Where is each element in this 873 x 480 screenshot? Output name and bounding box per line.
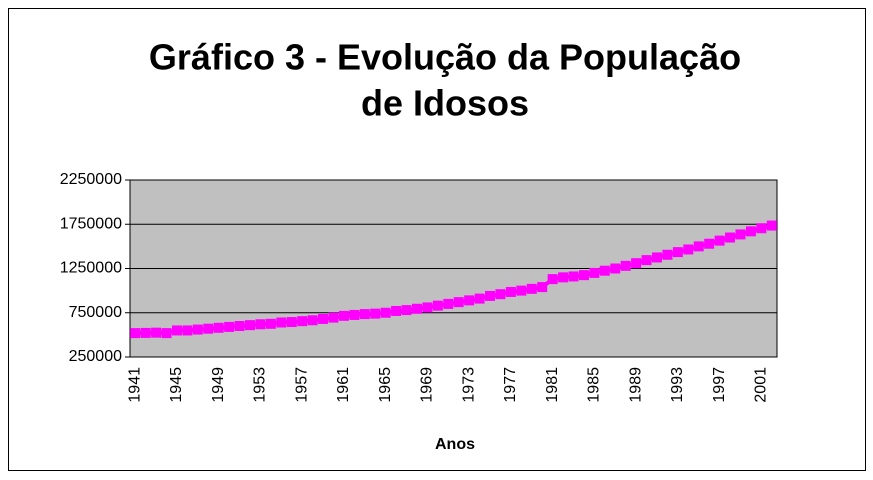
- marker: [213, 322, 224, 333]
- x-tick-label: 1973: [460, 367, 477, 403]
- marker: [370, 308, 381, 319]
- marker: [714, 235, 725, 246]
- marker: [453, 297, 464, 308]
- marker: [161, 328, 172, 339]
- marker: [286, 317, 297, 328]
- x-tick-label: 1961: [335, 367, 352, 403]
- x-axis-label: Anos: [435, 436, 475, 453]
- marker: [140, 327, 151, 338]
- x-tick-label: 1945: [168, 367, 185, 403]
- y-tick-label: 1250000: [60, 260, 122, 277]
- marker: [537, 282, 548, 293]
- marker: [224, 321, 235, 332]
- marker: [568, 271, 579, 282]
- marker: [547, 274, 558, 285]
- x-tick-label: 1953: [252, 367, 269, 403]
- marker: [735, 229, 746, 240]
- marker: [693, 241, 704, 252]
- marker: [171, 325, 182, 336]
- marker: [276, 317, 287, 328]
- marker: [182, 325, 193, 336]
- marker: [432, 300, 443, 311]
- marker: [485, 290, 496, 301]
- marker: [505, 286, 516, 297]
- marker: [255, 319, 266, 330]
- x-tick-label: 2001: [753, 367, 770, 403]
- marker: [620, 260, 631, 271]
- x-tick-label: 1941: [126, 367, 143, 403]
- marker: [610, 263, 621, 274]
- x-tick-label: 1993: [669, 367, 686, 403]
- marker: [558, 272, 569, 283]
- x-tick-label: 1965: [377, 367, 394, 403]
- y-tick-label: 250000: [69, 348, 122, 365]
- marker: [464, 295, 475, 306]
- marker: [401, 305, 412, 316]
- marker: [704, 238, 715, 249]
- marker: [151, 327, 162, 338]
- x-tick-label: 1989: [627, 367, 644, 403]
- marker: [245, 320, 256, 331]
- marker: [474, 293, 485, 304]
- marker: [526, 283, 537, 294]
- x-tick-label: 1957: [293, 367, 310, 403]
- marker: [349, 309, 360, 320]
- marker: [672, 247, 683, 258]
- x-tick-label: 1969: [419, 367, 436, 403]
- marker: [631, 258, 642, 269]
- marker: [495, 289, 506, 300]
- marker: [443, 298, 454, 309]
- y-tick-label: 2250000: [60, 171, 122, 188]
- marker: [745, 226, 756, 237]
- marker: [578, 270, 589, 281]
- marker: [297, 316, 308, 327]
- marker: [380, 307, 391, 318]
- marker: [265, 318, 276, 329]
- marker: [599, 265, 610, 276]
- marker: [359, 309, 370, 320]
- chart-title: de Idosos: [361, 83, 529, 124]
- y-tick-label: 1750000: [60, 215, 122, 232]
- x-tick-label: 1949: [210, 367, 227, 403]
- marker: [391, 305, 402, 316]
- marker: [192, 324, 203, 335]
- marker: [651, 252, 662, 263]
- marker: [234, 321, 245, 332]
- marker: [338, 310, 349, 321]
- marker: [411, 303, 422, 314]
- marker: [725, 232, 736, 243]
- marker: [328, 312, 339, 323]
- marker: [318, 313, 329, 324]
- marker: [516, 285, 527, 296]
- marker: [756, 223, 767, 234]
- marker: [766, 220, 777, 231]
- marker: [307, 315, 318, 326]
- marker: [641, 255, 652, 266]
- marker: [422, 302, 433, 313]
- x-tick-label: 1997: [711, 367, 728, 403]
- marker: [130, 328, 141, 339]
- plot-border: [129, 179, 778, 358]
- marker: [589, 267, 600, 278]
- y-tick-label: 750000: [69, 304, 122, 321]
- chart-title: Gráfico 3 - Evolução da População: [149, 37, 741, 78]
- x-tick-label: 1977: [502, 367, 519, 403]
- x-tick-label: 1981: [544, 367, 561, 403]
- marker: [683, 244, 694, 255]
- marker: [203, 323, 214, 334]
- marker: [662, 249, 673, 260]
- x-tick-label: 1985: [586, 367, 603, 403]
